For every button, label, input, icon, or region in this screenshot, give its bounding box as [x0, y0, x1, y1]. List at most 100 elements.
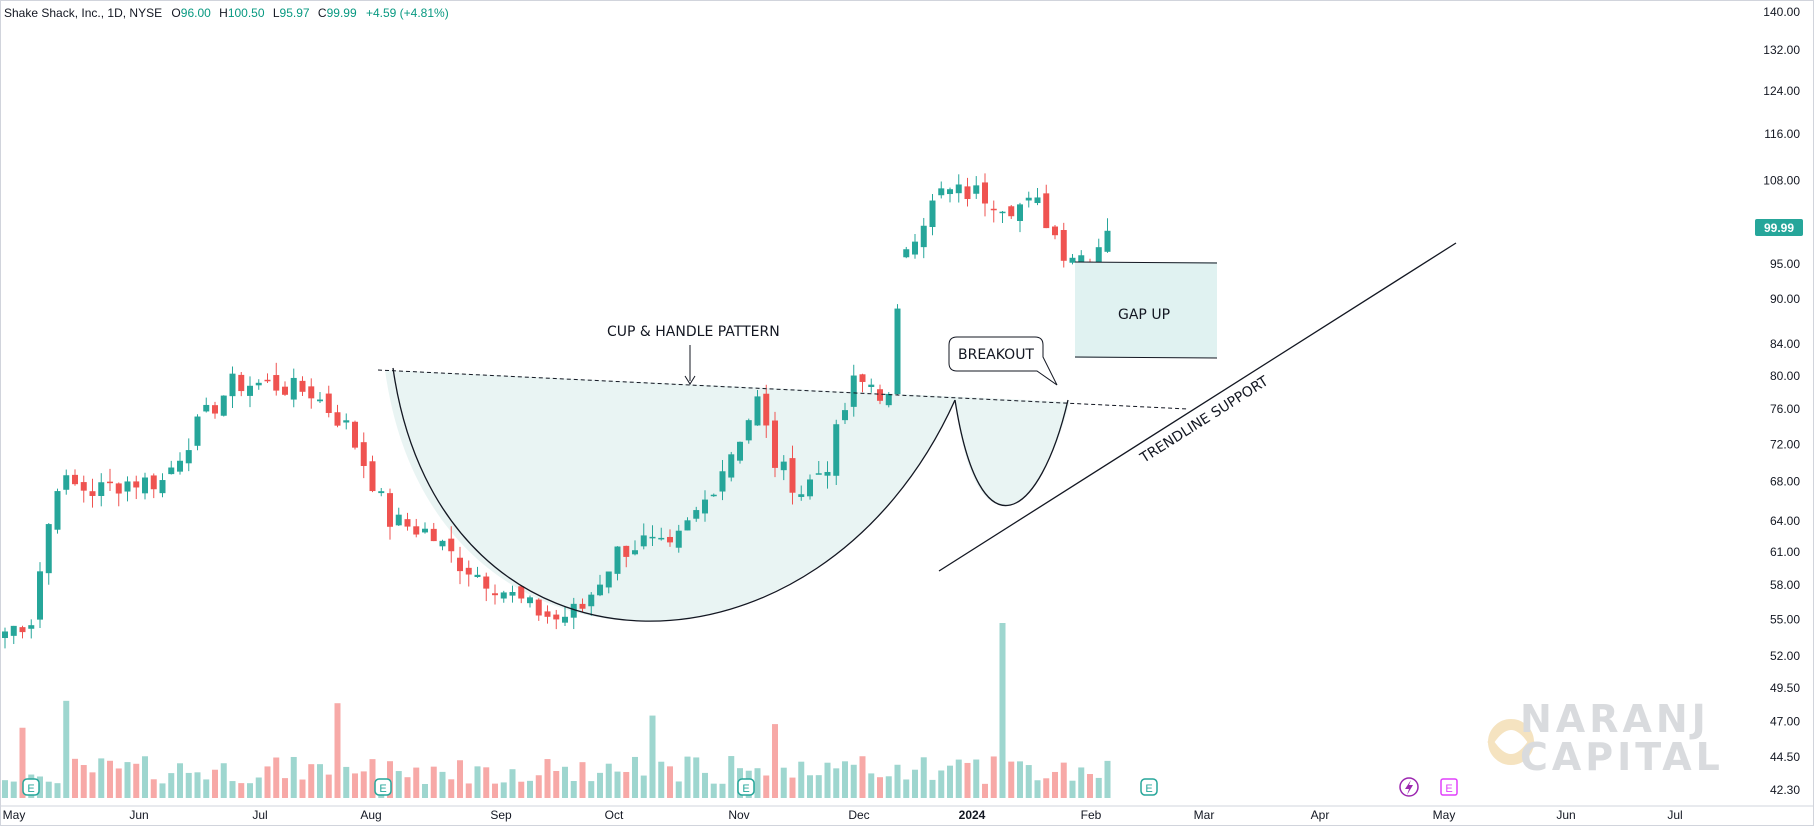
candle-body: [824, 471, 831, 476]
volume-bar: [964, 762, 971, 798]
candle-body: [667, 536, 673, 543]
cup-curve: [392, 367, 956, 622]
candle-body: [229, 373, 236, 397]
volume-bar: [483, 767, 490, 798]
time-axis[interactable]: May Jun Jul Aug Sep Oct Nov Dec 2024 Feb Mar Apr May…: [3, 808, 1683, 822]
volume-bar: [448, 779, 455, 798]
candle-body: [947, 189, 953, 195]
earnings-marker[interactable]: E: [1140, 778, 1158, 796]
volume-bar: [597, 772, 603, 798]
candle-body: [37, 571, 43, 620]
candle-body: [1052, 226, 1058, 236]
earnings-marker[interactable]: E: [374, 778, 392, 796]
volume-bar: [955, 759, 962, 798]
volume-bar: [317, 764, 323, 798]
candle-body: [894, 308, 901, 395]
lightning-icon[interactable]: [1399, 777, 1419, 797]
price-tick-label: 44.50: [1770, 750, 1800, 764]
candle-body: [133, 481, 140, 488]
price-tick-label: 58.00: [1770, 578, 1800, 592]
candle-body: [474, 574, 481, 578]
candle-body: [150, 475, 157, 490]
volume-bar: [72, 758, 78, 798]
candle-body: [763, 393, 770, 426]
trendline-label: TRENDLINE SUPPORT: [1137, 373, 1272, 467]
candle-body: [422, 528, 428, 533]
watermark-line2: CAPITAL: [1520, 735, 1724, 779]
candle-body: [98, 482, 105, 496]
volume-bar: [220, 763, 227, 798]
candle-body: [850, 375, 857, 407]
candle-body: [430, 528, 437, 542]
volume-bars: [2, 623, 1111, 798]
volume-bar: [640, 775, 647, 798]
price-axis[interactable]: 140.00 132.00 124.00 116.00 108.00 95.00 90.00…: [1763, 5, 1800, 797]
earnings-marker[interactable]: E: [22, 778, 40, 796]
time-tick-label: Oct: [605, 808, 624, 822]
volume-bar: [212, 769, 218, 798]
candle-body: [649, 536, 656, 539]
breakout-callout: [948, 336, 1058, 386]
volume-bar: [1052, 771, 1058, 798]
time-tick-label: May: [3, 808, 26, 822]
candle-body: [877, 389, 883, 401]
watermark-line1: NARANJ: [1520, 697, 1710, 741]
candle-body: [702, 499, 708, 514]
legend-o-value: 96.00: [181, 6, 211, 20]
volume-bar: [2, 780, 8, 798]
candle-body: [544, 611, 551, 617]
gap-bottom-line: [1074, 356, 1218, 359]
volume-bar: [894, 764, 901, 798]
volume-bar: [229, 781, 236, 798]
price-tick-label: 95.00: [1770, 257, 1800, 271]
candle-body: [815, 473, 822, 475]
candle-body: [912, 241, 918, 255]
candle-body: [317, 399, 323, 402]
candle-body: [360, 442, 367, 466]
volume-bar: [465, 783, 472, 798]
volume-bar: [89, 772, 96, 798]
future-earnings-marker[interactable]: E: [1440, 778, 1458, 796]
earnings-marker[interactable]: E: [737, 778, 755, 796]
candle-body: [439, 540, 446, 547]
gap-zone: [1075, 262, 1217, 358]
volume-bar: [623, 771, 630, 798]
candle-body: [789, 458, 796, 493]
candle-body: [693, 510, 700, 519]
trendline-support: [938, 242, 1457, 572]
candle-body: [10, 625, 17, 636]
candle-body: [264, 379, 271, 382]
volume-bar: [308, 764, 315, 798]
candle-body: [413, 526, 420, 535]
volume-bar: [115, 768, 122, 798]
candle-body: [833, 424, 840, 476]
time-tick-label: Jul: [1667, 808, 1682, 822]
candle-body: [509, 592, 516, 596]
volume-bar: [124, 762, 131, 798]
candlesticks: [2, 173, 1111, 649]
volume-bar: [614, 771, 621, 798]
volume-bar: [500, 782, 507, 798]
candle-body: [28, 625, 35, 629]
volume-bar: [710, 783, 717, 798]
candle-body: [378, 491, 385, 494]
price-tick-label: 42.30: [1770, 783, 1800, 797]
candle-body: [597, 584, 603, 596]
volume-bar: [973, 759, 980, 798]
volume-bar: [80, 765, 87, 798]
volume-bar: [150, 779, 157, 798]
candle-body: [89, 491, 96, 496]
candle-body: [159, 480, 166, 494]
breakout-label: BREAKOUT: [958, 347, 1034, 363]
candle-body: [658, 537, 665, 540]
volume-bar: [264, 766, 271, 798]
candle-body: [737, 441, 743, 461]
candle-body: [964, 186, 971, 200]
candle-body: [1095, 247, 1102, 269]
price-tick-label: 140.00: [1763, 5, 1800, 19]
volume-bar: [938, 770, 945, 798]
earnings-marker-label: E: [1145, 783, 1152, 795]
candle-body: [352, 421, 358, 448]
